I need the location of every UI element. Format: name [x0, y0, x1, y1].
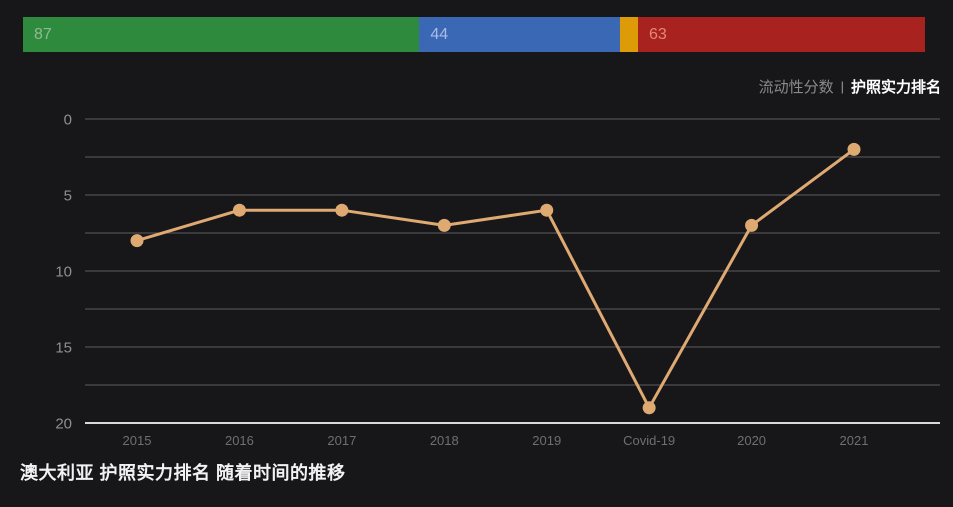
chart-title: 澳大利亚 护照实力排名 随着时间的推移: [20, 463, 346, 483]
data-point-2017[interactable]: [335, 203, 349, 217]
visa-required-segment-value: 63: [648, 25, 667, 43]
y-tick-label: 15: [55, 340, 72, 357]
eta-segment: [619, 17, 638, 52]
legend-item-mobility-score[interactable]: 流动性分数: [758, 79, 834, 96]
data-point-2021[interactable]: [847, 142, 861, 156]
data-point-Covid-19[interactable]: [642, 401, 656, 415]
y-tick-label: 20: [55, 416, 72, 433]
rank-line-chart: 0 5 10 15 20 2015 2016 2017 2018 2019 Covid-19 2020…: [0, 105, 953, 455]
x-tick-label: Covid-19: [623, 433, 675, 448]
legend-separator: |: [840, 79, 844, 94]
data-point-2018[interactable]: [437, 218, 451, 232]
visa-free-segment: 87: [23, 17, 420, 52]
y-tick-label: 10: [55, 264, 72, 281]
visa-free-segment-value: 87: [34, 25, 52, 43]
x-tick-label: 2021: [840, 433, 869, 448]
data-point-2016[interactable]: [232, 203, 246, 217]
y-tick-label: 0: [64, 112, 72, 129]
x-tick-label: 2019: [532, 433, 561, 448]
x-tick-label: 2017: [327, 433, 356, 448]
visa-on-arrival-segment: 44: [419, 17, 620, 52]
data-point-2019[interactable]: [540, 203, 554, 217]
rank-series-line: [135, 147, 856, 410]
rank-line-chart-svg: 0 5 10 15 20 2015 2016 2017 2018 2019 Covid-19 2020…: [55, 112, 940, 448]
data-point-2015[interactable]: [130, 234, 144, 248]
mobility-score-bar: 87 44 63: [23, 17, 925, 52]
data-point-2020[interactable]: [745, 218, 759, 232]
visa-on-arrival-segment-value: 44: [430, 25, 449, 43]
x-tick-label: 2020: [737, 433, 766, 448]
metric-legend: 流动性分数 | 护照实力排名: [759, 76, 941, 97]
x-tick-label: 2018: [430, 433, 459, 448]
x-tick-label: 2015: [123, 433, 152, 448]
legend-item-passport-rank[interactable]: 护照实力排名: [850, 79, 941, 96]
visa-required-segment: 63: [637, 17, 925, 52]
x-tick-label: 2016: [225, 433, 254, 448]
y-tick-label: 5: [64, 188, 72, 205]
